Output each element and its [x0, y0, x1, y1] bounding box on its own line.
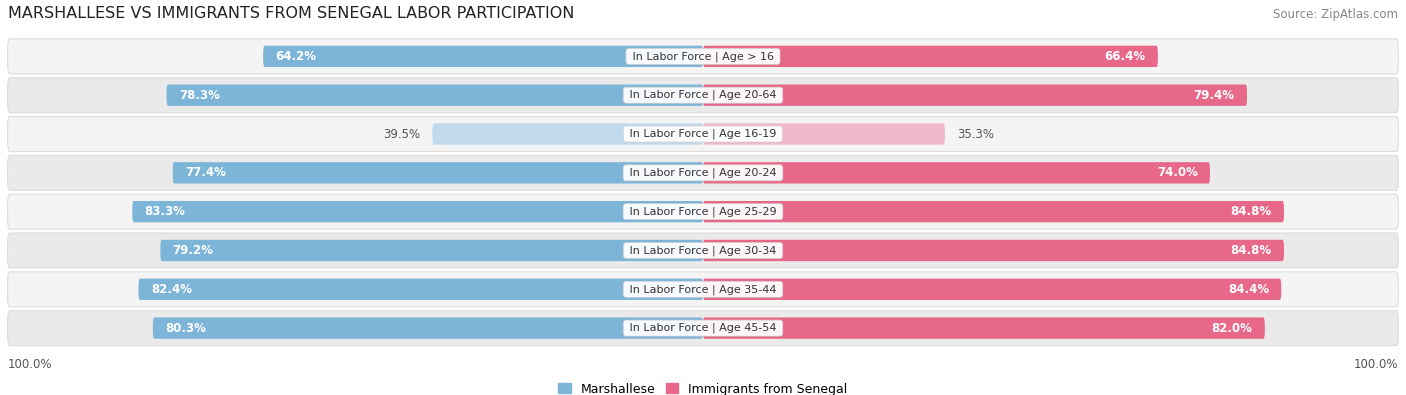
FancyBboxPatch shape: [7, 310, 1399, 346]
Text: 79.2%: 79.2%: [173, 244, 214, 257]
FancyBboxPatch shape: [703, 162, 1211, 184]
FancyBboxPatch shape: [703, 240, 1284, 261]
FancyBboxPatch shape: [263, 46, 703, 67]
FancyBboxPatch shape: [703, 46, 1159, 67]
Text: Source: ZipAtlas.com: Source: ZipAtlas.com: [1274, 8, 1399, 21]
FancyBboxPatch shape: [7, 155, 1399, 190]
Text: 82.4%: 82.4%: [150, 283, 191, 296]
Text: 83.3%: 83.3%: [145, 205, 186, 218]
FancyBboxPatch shape: [173, 162, 703, 184]
FancyBboxPatch shape: [703, 123, 945, 145]
Text: 100.0%: 100.0%: [1354, 359, 1399, 371]
Text: In Labor Force | Age 30-34: In Labor Force | Age 30-34: [626, 245, 780, 256]
Text: In Labor Force | Age 35-44: In Labor Force | Age 35-44: [626, 284, 780, 295]
FancyBboxPatch shape: [7, 194, 1399, 229]
Text: MARSHALLESE VS IMMIGRANTS FROM SENEGAL LABOR PARTICIPATION: MARSHALLESE VS IMMIGRANTS FROM SENEGAL L…: [7, 6, 574, 21]
FancyBboxPatch shape: [160, 240, 703, 261]
Text: 64.2%: 64.2%: [276, 50, 316, 63]
FancyBboxPatch shape: [7, 272, 1399, 307]
Text: 35.3%: 35.3%: [957, 128, 994, 141]
Text: 78.3%: 78.3%: [179, 89, 219, 102]
Text: In Labor Force | Age 20-64: In Labor Force | Age 20-64: [626, 90, 780, 100]
Text: In Labor Force | Age 16-19: In Labor Force | Age 16-19: [626, 129, 780, 139]
FancyBboxPatch shape: [7, 233, 1399, 268]
Text: 66.4%: 66.4%: [1105, 50, 1146, 63]
Text: 79.4%: 79.4%: [1194, 89, 1234, 102]
Text: 82.0%: 82.0%: [1212, 322, 1253, 335]
Text: 84.8%: 84.8%: [1230, 244, 1271, 257]
FancyBboxPatch shape: [7, 117, 1399, 151]
FancyBboxPatch shape: [132, 201, 703, 222]
FancyBboxPatch shape: [703, 278, 1281, 300]
FancyBboxPatch shape: [703, 318, 1265, 339]
Text: 77.4%: 77.4%: [186, 166, 226, 179]
Text: 39.5%: 39.5%: [382, 128, 420, 141]
Text: In Labor Force | Age 20-24: In Labor Force | Age 20-24: [626, 167, 780, 178]
Text: 84.4%: 84.4%: [1227, 283, 1270, 296]
Text: In Labor Force | Age 45-54: In Labor Force | Age 45-54: [626, 323, 780, 333]
FancyBboxPatch shape: [138, 278, 703, 300]
Text: 80.3%: 80.3%: [165, 322, 207, 335]
FancyBboxPatch shape: [433, 123, 703, 145]
Text: 100.0%: 100.0%: [7, 359, 52, 371]
FancyBboxPatch shape: [7, 78, 1399, 113]
Text: In Labor Force | Age > 16: In Labor Force | Age > 16: [628, 51, 778, 62]
FancyBboxPatch shape: [153, 318, 703, 339]
FancyBboxPatch shape: [703, 85, 1247, 106]
Text: 84.8%: 84.8%: [1230, 205, 1271, 218]
FancyBboxPatch shape: [703, 201, 1284, 222]
FancyBboxPatch shape: [166, 85, 703, 106]
FancyBboxPatch shape: [7, 39, 1399, 74]
Text: In Labor Force | Age 25-29: In Labor Force | Age 25-29: [626, 207, 780, 217]
Legend: Marshallese, Immigrants from Senegal: Marshallese, Immigrants from Senegal: [558, 383, 848, 395]
Text: 74.0%: 74.0%: [1157, 166, 1198, 179]
